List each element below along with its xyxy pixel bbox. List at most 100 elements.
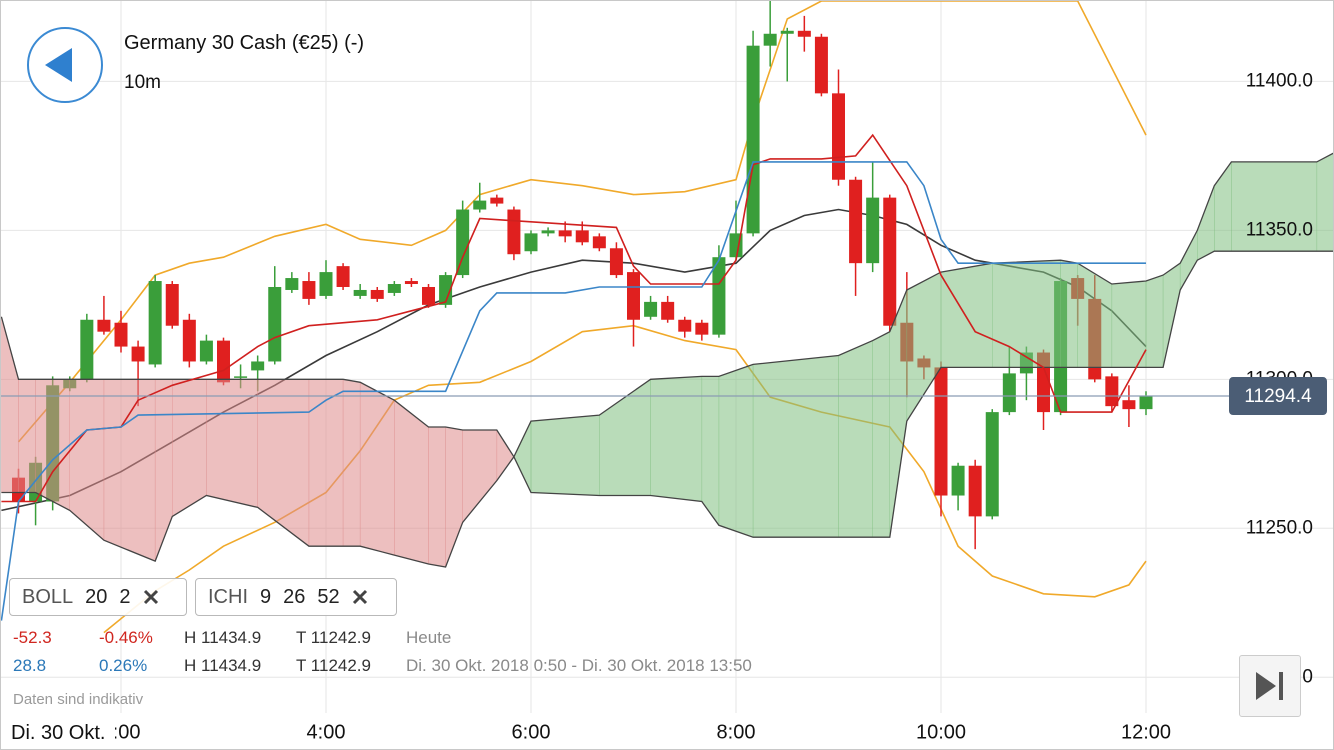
cloud-segment xyxy=(513,420,532,493)
period: Heute xyxy=(406,628,452,647)
candle-body xyxy=(678,319,692,332)
y-tick-label: 11350.0 xyxy=(1246,219,1313,240)
jump-to-end-button[interactable] xyxy=(1239,655,1301,717)
chart-interval: 10m xyxy=(124,72,161,93)
cloud-segment xyxy=(650,376,703,502)
cloud-segment xyxy=(872,331,890,538)
indicator-param: 52 xyxy=(317,585,340,608)
candle-body xyxy=(234,376,248,378)
candle-body xyxy=(985,412,999,517)
cloud-segment xyxy=(718,364,754,538)
low: T 11242.9 xyxy=(296,656,371,675)
candle-body xyxy=(387,284,401,293)
cloud-segment xyxy=(1162,262,1181,368)
last-price-box xyxy=(1229,377,1327,416)
candle-body xyxy=(148,281,162,365)
cloud-segment xyxy=(359,381,395,556)
candle-body xyxy=(182,319,196,362)
candle-body xyxy=(114,322,128,347)
cloud-segment xyxy=(1111,280,1147,368)
change: 28.8 xyxy=(13,656,47,675)
candle-body xyxy=(165,284,179,326)
remove-icon[interactable] xyxy=(143,589,159,605)
bollinger-line xyxy=(17,1,1147,443)
indicator-name: ICHI xyxy=(208,585,248,608)
cloud-segment xyxy=(1,316,19,493)
y-tick-label: 11250.0 xyxy=(1246,517,1313,538)
candle-body xyxy=(268,286,282,362)
candle-body xyxy=(558,230,572,237)
candle-body xyxy=(575,230,589,243)
cloud-segment xyxy=(701,376,720,527)
candle-body xyxy=(780,30,794,34)
candle-body xyxy=(404,281,418,285)
change-percent: -0.46% xyxy=(99,628,153,647)
back-button[interactable] xyxy=(25,25,105,105)
indicator-chip[interactable]: BOLL 20 2 xyxy=(9,578,187,616)
candle-body xyxy=(353,289,367,296)
candle-body xyxy=(797,30,811,37)
cloud-segment xyxy=(1060,259,1078,368)
candle-body xyxy=(968,465,982,517)
candle-body xyxy=(473,200,487,210)
high: H 11434.9 xyxy=(184,628,262,647)
cloud-segment xyxy=(496,429,515,482)
candle-body xyxy=(763,33,777,46)
cloud-segment xyxy=(1316,153,1333,252)
cloud-segment xyxy=(394,399,429,565)
change-percent: 0.26% xyxy=(99,656,148,675)
y-tick-label: 11400.0 xyxy=(1246,70,1313,91)
candle-body xyxy=(883,197,897,326)
cloud-segment xyxy=(69,379,105,541)
indicator-chip[interactable]: ICHI 9 26 52 xyxy=(195,578,397,616)
candle-body xyxy=(541,230,555,234)
candle-body xyxy=(609,248,623,276)
candle-body xyxy=(199,340,213,362)
candle-body xyxy=(1002,373,1016,413)
remove-icon[interactable] xyxy=(352,589,368,605)
cloud-segment xyxy=(154,379,173,562)
cloud-segment xyxy=(1145,274,1164,368)
cloud-segment xyxy=(428,426,446,568)
candle-body xyxy=(507,209,521,255)
x-axis-area xyxy=(1,713,1333,749)
x-tick-label: 6:00 xyxy=(512,721,551,743)
candle-body xyxy=(1122,400,1136,410)
high: H 11434.9 xyxy=(184,656,262,675)
candle-body xyxy=(80,319,94,380)
candle-body xyxy=(814,36,828,94)
candle-body xyxy=(746,45,760,234)
candle-body xyxy=(695,322,709,335)
candle-body xyxy=(1139,396,1153,410)
cloud-segment xyxy=(940,262,993,368)
back-arrow xyxy=(45,48,72,82)
candle-body xyxy=(524,233,538,252)
indicator-param: 26 xyxy=(283,585,306,608)
cloud-segment xyxy=(308,379,344,547)
candle-body xyxy=(1105,376,1119,407)
disclaimer: Daten sind indikativ xyxy=(13,691,144,708)
candle-body xyxy=(97,319,111,332)
candle-body xyxy=(370,289,384,299)
candle-body xyxy=(217,340,230,383)
cloud-segment xyxy=(172,379,207,517)
candle-body xyxy=(439,275,453,305)
candle-body xyxy=(627,272,640,320)
x-tick-label: 8:00 xyxy=(717,721,756,743)
cloud-segment xyxy=(257,379,310,547)
x-tick-label: 10:00 xyxy=(916,721,966,743)
cloud-segment xyxy=(103,379,156,562)
candle-body xyxy=(934,367,948,496)
indicator-param: 2 xyxy=(119,585,131,608)
cloud-span-a xyxy=(1,152,1333,568)
candle-body xyxy=(422,286,435,305)
period: Di. 30 Okt. 2018 0:50 - Di. 30 Okt. 2018… xyxy=(406,656,752,675)
candle-body xyxy=(302,281,316,299)
cloud-segment xyxy=(752,355,839,538)
jump-icon xyxy=(1256,672,1283,700)
cloud-segment xyxy=(1214,161,1232,252)
ichimoku-line xyxy=(1,161,1146,621)
candle-body xyxy=(849,179,863,264)
candle-body xyxy=(131,346,145,362)
